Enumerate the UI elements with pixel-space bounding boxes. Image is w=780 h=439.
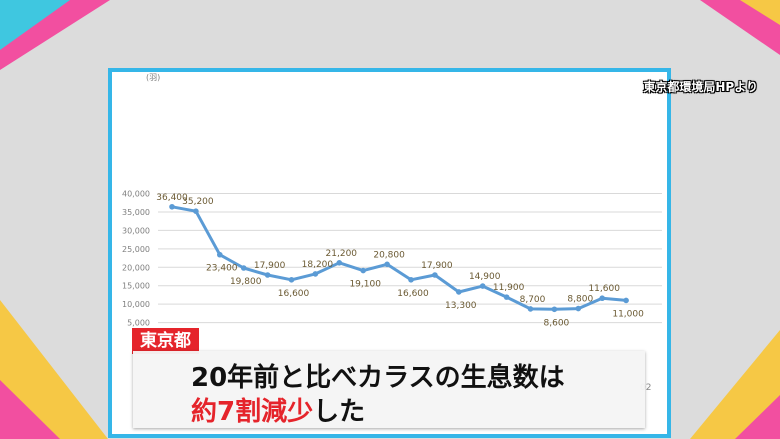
data-label: 8,800 [567, 295, 593, 305]
data-point [240, 265, 247, 271]
source-label: 東京都環境局HPより [643, 80, 758, 94]
data-label: 13,300 [445, 301, 477, 311]
data-point [384, 261, 390, 268]
caption-box: 20年前と比べカラスの生息数は 約7割減少した [133, 351, 645, 428]
data-point [288, 276, 295, 283]
data-label: 8,700 [520, 295, 546, 305]
data-label: 11,600 [588, 284, 620, 294]
y-tick-label: 30,000 [122, 226, 150, 235]
y-tick-label: 20,000 [122, 263, 150, 272]
data-label: 17,900 [254, 261, 286, 271]
data-point [623, 297, 629, 304]
data-point [193, 208, 199, 214]
data-point [432, 272, 438, 278]
data-point [169, 203, 175, 210]
corner-ribbon-top-left-cyan [0, 0, 70, 50]
series-line [171, 205, 627, 311]
y-tick-label: 5,000 [127, 319, 150, 328]
data-point [599, 295, 605, 302]
data-label: 11,900 [493, 283, 525, 293]
corner-ribbon-top-right [700, 0, 780, 55]
data-label: 17,900 [421, 261, 453, 271]
caption-highlight: 約7割減少 [191, 397, 314, 427]
data-point [503, 294, 510, 300]
data-point [479, 283, 486, 289]
data-label: 35,200 [182, 197, 214, 207]
y-tick-label: 15,000 [122, 282, 150, 291]
caption-line-1: 20年前と比べカラスの生息数は [191, 363, 565, 393]
data-label: 18,200 [302, 260, 334, 270]
data-label: 36,400 [156, 193, 188, 203]
corner-ribbon-top-right-yellow [740, 0, 780, 25]
data-point [336, 260, 343, 266]
data-label: 16,600 [278, 289, 310, 299]
data-label: 16,600 [397, 289, 429, 299]
data-point [408, 276, 414, 283]
y-tick-label: 10,000 [122, 300, 150, 309]
data-point [551, 306, 558, 313]
y-tick-label: 35,000 [122, 208, 150, 217]
corner-ribbon-bottom-right [690, 330, 780, 439]
corner-ribbon-bottom-right-pink [735, 395, 780, 439]
y-tick-label: 25,000 [122, 245, 150, 254]
data-label: 20,800 [373, 250, 405, 260]
data-label: 23,400 [206, 264, 238, 274]
data-point [360, 267, 367, 274]
caption-line-2-rest: した [313, 397, 366, 427]
data-label: 21,200 [326, 249, 358, 259]
data-label: 14,900 [469, 272, 501, 282]
data-label: 19,100 [349, 280, 381, 290]
corner-ribbon-bottom-left-pink [0, 380, 60, 439]
data-label: 8,600 [544, 318, 570, 328]
partial-tick-label: 02 [640, 383, 652, 393]
data-point [264, 272, 271, 278]
data-point [527, 306, 534, 312]
data-label: 19,800 [230, 277, 262, 287]
data-point [217, 251, 223, 258]
data-label: 11,000 [612, 309, 644, 319]
y-unit-label: (羽) [146, 73, 160, 82]
data-point [312, 271, 319, 277]
caption-line-2: 約7割減少した [191, 391, 365, 428]
data-point [575, 305, 582, 312]
y-tick-label: 40,000 [122, 190, 150, 199]
data-point [456, 289, 462, 295]
corner-ribbon-bottom-left [0, 300, 108, 439]
